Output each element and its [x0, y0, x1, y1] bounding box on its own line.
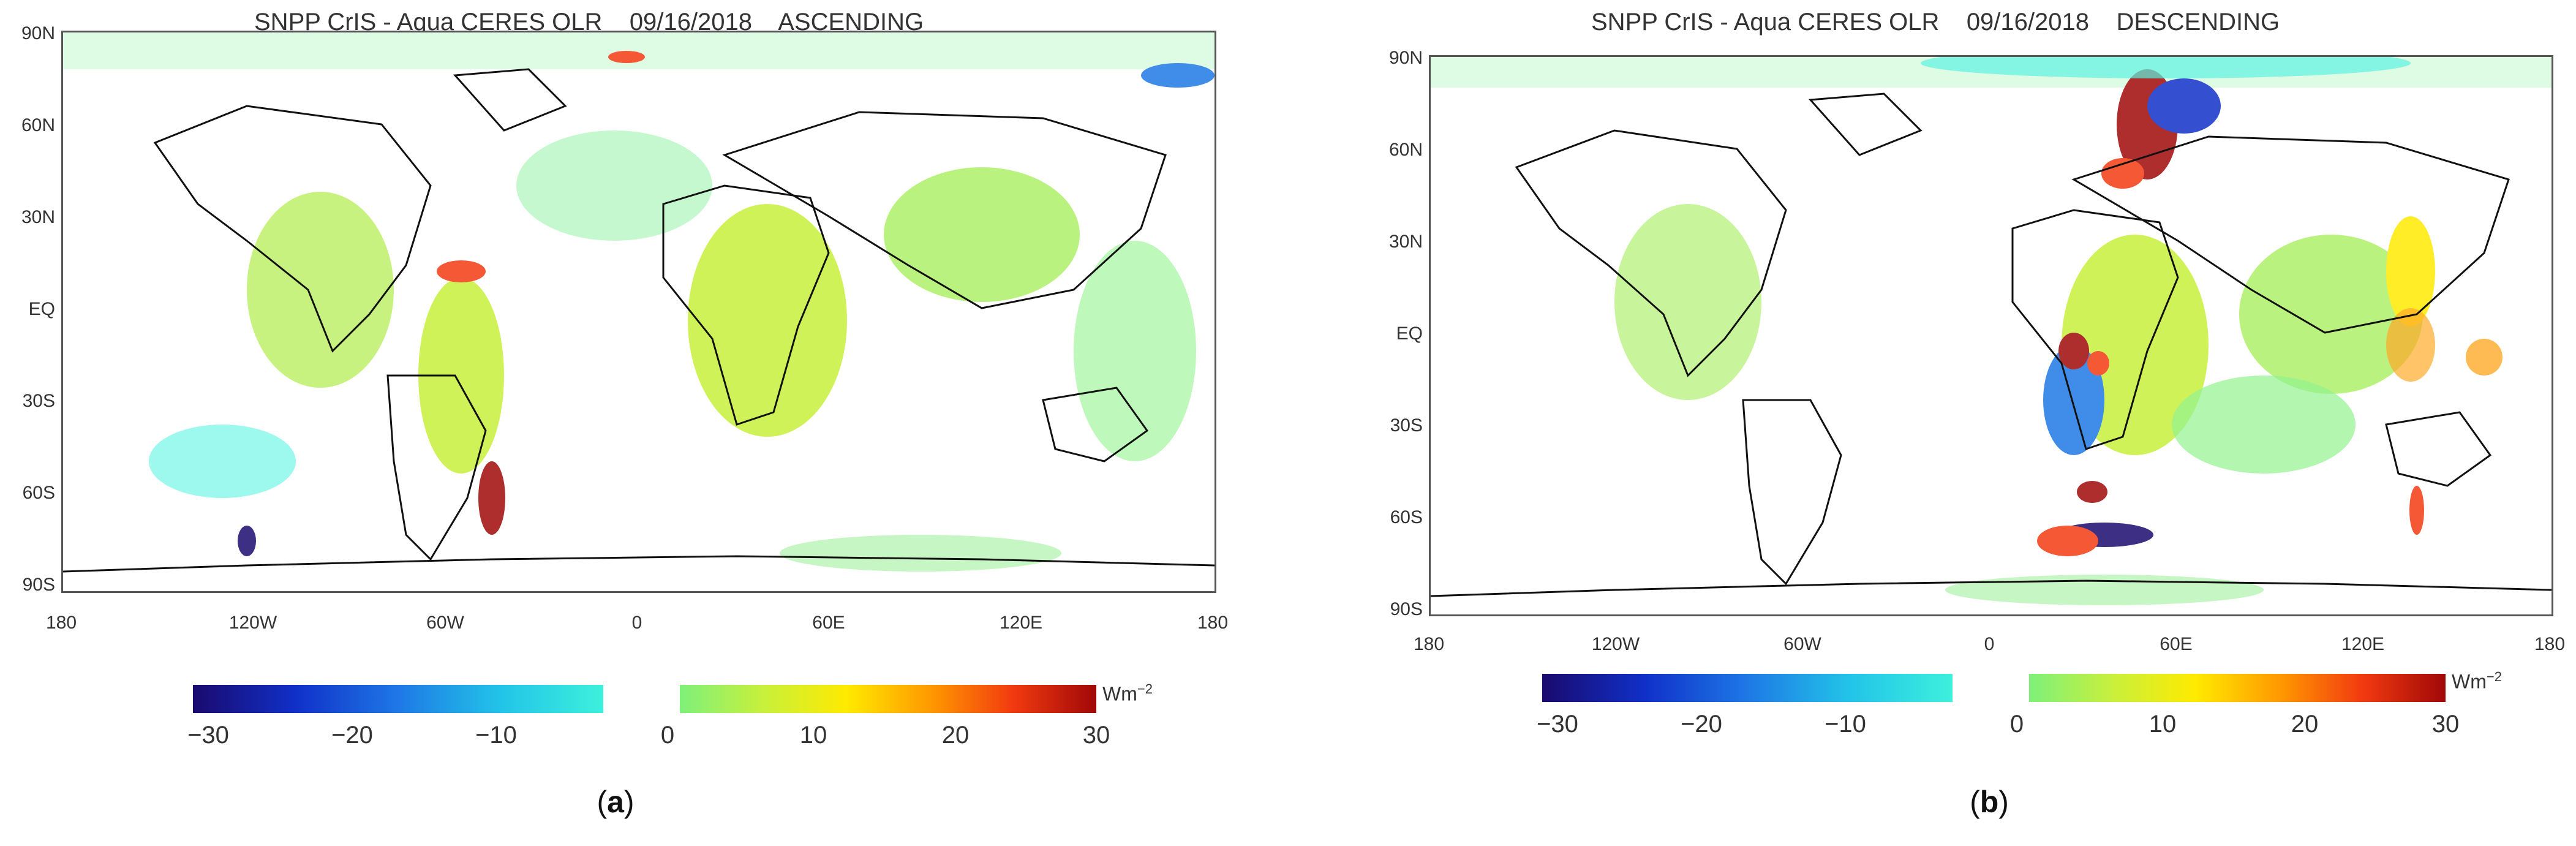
lon-label: 0	[1984, 634, 1995, 654]
lat-label: 90S	[22, 575, 55, 595]
colorbar-tick: 30	[2431, 711, 2460, 738]
lat-label: 60S	[22, 483, 55, 503]
map-plot	[1429, 55, 2553, 616]
lon-label: 180	[1413, 634, 1445, 654]
lon-label: 60W	[1783, 634, 1821, 654]
lon-label: 60E	[812, 613, 845, 633]
colorbar-tick: 10	[2149, 711, 2177, 738]
anomaly-field	[1431, 57, 2552, 605]
lon-label: 180	[45, 613, 77, 633]
lon-label: 120E	[999, 613, 1043, 633]
colorbar-tick: −10	[1825, 711, 1866, 738]
lat-label: EQ	[1396, 323, 1423, 344]
map-plot	[61, 31, 1216, 593]
colorbar-tick: 0	[660, 722, 675, 749]
colorbar-negative	[1542, 674, 1953, 702]
coastlines	[1431, 93, 2552, 597]
lon-label: 120W	[1591, 634, 1640, 654]
lat-label: 30S	[1390, 415, 1423, 436]
panel-a: SNPP CrIS - Aqua CERES OLR 09/16/2018 AS…	[21, 9, 1229, 819]
lon-label: 120E	[2341, 634, 2385, 654]
colorbar-negative	[193, 685, 603, 713]
lat-label: 30S	[22, 391, 55, 411]
lat-label: 30N	[1388, 232, 1423, 252]
lon-label: 180	[2534, 634, 2566, 654]
panel-title: SNPP CrIS - Aqua CERES OLR 09/16/2018 DE…	[1591, 9, 2280, 36]
map-svg	[63, 32, 1215, 573]
anomaly-field	[63, 32, 1215, 572]
map-svg	[1431, 57, 2552, 605]
colorbar-positive	[2029, 674, 2446, 702]
colorbar-tick: 30	[1082, 722, 1110, 749]
lon-label: 0	[631, 613, 642, 633]
lon-label: 120W	[228, 613, 277, 633]
lat-label: 60N	[21, 115, 55, 135]
panel-b: SNPP CrIS - Aqua CERES OLR 09/16/2018 DE…	[1288, 0, 2576, 846]
lat-label: 90S	[1390, 599, 1423, 619]
lon-label: 60W	[426, 613, 464, 633]
colorbar-positive	[680, 685, 1096, 713]
lat-label: 60S	[1390, 507, 1423, 527]
colorbar-unit: Wm−2	[2452, 669, 2502, 693]
panel-caption: (b)	[1970, 785, 2009, 819]
colorbar-unit: Wm−2	[1102, 681, 1153, 705]
colorbar-tick: 20	[2291, 711, 2319, 738]
lon-label: 60E	[2160, 634, 2193, 654]
colorbar-tick: −20	[331, 722, 373, 749]
lat-label: 90N	[1388, 48, 1423, 68]
panel-caption: (a)	[597, 785, 635, 819]
colorbar-tick: −30	[187, 722, 229, 749]
colorbar-tick: −30	[1537, 711, 1578, 738]
colorbar-tick: −10	[475, 722, 517, 749]
colorbar-tick: 20	[941, 722, 970, 749]
lat-label: 30N	[21, 207, 55, 227]
lat-label: 90N	[21, 23, 55, 43]
lat-label: 60N	[1388, 140, 1423, 160]
colorbar-tick: 0	[2009, 711, 2024, 738]
coastlines	[63, 68, 1215, 573]
colorbar-tick: 10	[799, 722, 827, 749]
colorbar-tick: −20	[1681, 711, 1722, 738]
lat-label: EQ	[28, 299, 55, 319]
lon-label: 180	[1197, 613, 1229, 633]
